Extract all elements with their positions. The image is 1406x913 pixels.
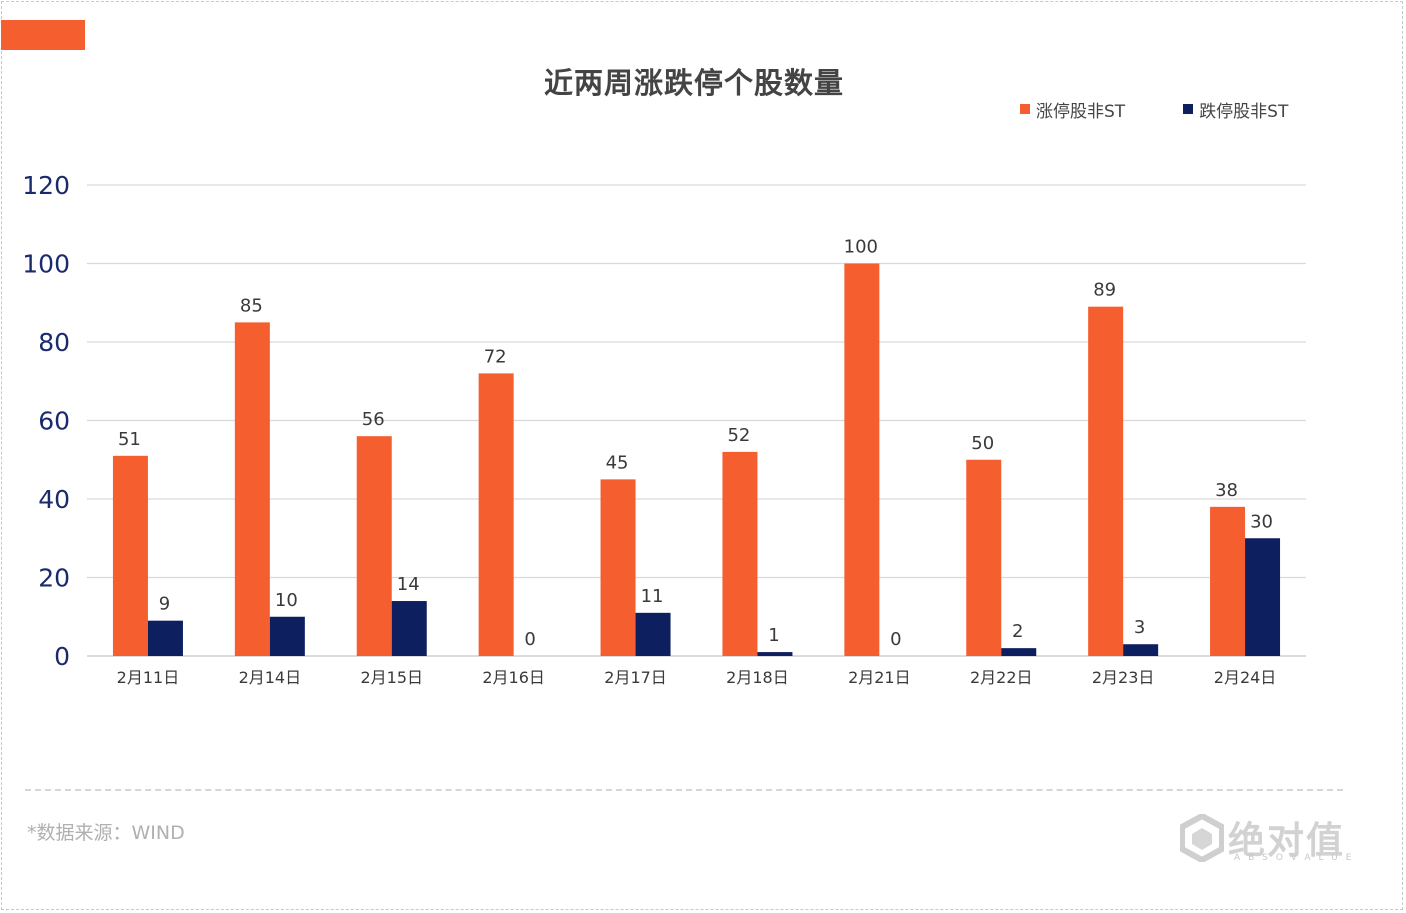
bar-limit-up bbox=[844, 263, 880, 656]
y-tick-label: 40 bbox=[38, 485, 70, 514]
logo-hexagon-icon bbox=[1180, 814, 1224, 862]
data-label-limit-up: 50 bbox=[971, 433, 994, 454]
bar-limit-up bbox=[600, 479, 636, 656]
source-note: *数据来源：WIND bbox=[27, 822, 185, 844]
bar-limit-down bbox=[1001, 648, 1037, 656]
data-label-limit-down: 11 bbox=[641, 586, 664, 607]
bar-limit-up bbox=[478, 373, 514, 656]
footer-divider bbox=[25, 789, 1343, 791]
bar-limit-up bbox=[1210, 506, 1246, 656]
data-label-limit-up: 100 bbox=[844, 237, 878, 258]
x-tick-label: 2月21日 bbox=[848, 668, 911, 687]
legend-swatch-limit-up bbox=[1020, 104, 1030, 114]
y-tick-label: 100 bbox=[22, 250, 70, 279]
bar-limit-up bbox=[234, 322, 270, 656]
data-label-limit-up: 38 bbox=[1215, 480, 1238, 501]
data-label-limit-down: 0 bbox=[890, 629, 901, 650]
bar-limit-down bbox=[269, 616, 305, 656]
y-tick-label: 60 bbox=[38, 407, 70, 436]
x-tick-label: 2月24日 bbox=[1214, 668, 1277, 687]
data-label-limit-down: 9 bbox=[159, 594, 170, 615]
legend-item-limit-down: 跌停股非ST bbox=[1183, 97, 1288, 122]
chart-legend: 涨停股非ST 跌停股非ST bbox=[1020, 97, 1288, 122]
x-tick-label: 2月11日 bbox=[117, 668, 180, 687]
bar-limit-down bbox=[635, 612, 671, 656]
data-label-limit-down: 14 bbox=[397, 574, 420, 595]
logo-text: 绝对值 bbox=[1228, 819, 1345, 862]
y-tick-label: 80 bbox=[38, 328, 70, 357]
data-label-limit-up: 45 bbox=[606, 452, 629, 473]
data-label-limit-up: 52 bbox=[727, 425, 750, 446]
x-tick-label: 2月16日 bbox=[482, 668, 545, 687]
x-tick-label: 2月22日 bbox=[970, 668, 1033, 687]
y-tick-label: 120 bbox=[22, 171, 70, 200]
x-tick-label: 2月17日 bbox=[604, 668, 667, 687]
legend-label-limit-up: 涨停股非ST bbox=[1036, 101, 1126, 122]
bar-limit-up bbox=[966, 459, 1002, 656]
x-tick-label: 2月23日 bbox=[1092, 668, 1155, 687]
chart-title: 近两周涨跌停个股数量 bbox=[543, 66, 844, 100]
bar-limit-up bbox=[112, 455, 148, 656]
data-label-limit-down: 10 bbox=[275, 590, 298, 611]
y-tick-label: 0 bbox=[54, 642, 70, 671]
bar-limit-down bbox=[391, 601, 427, 656]
x-tick-label: 2月14日 bbox=[239, 668, 302, 687]
data-label-limit-down: 3 bbox=[1134, 617, 1145, 638]
legend-swatch-limit-down bbox=[1183, 104, 1194, 114]
bar-limit-down bbox=[757, 652, 793, 656]
bar-limit-up bbox=[356, 436, 392, 656]
data-label-limit-up: 51 bbox=[118, 429, 141, 450]
bar-limit-down bbox=[1245, 538, 1281, 656]
absovalue-logo: 绝对值 ABSOVALUE bbox=[1180, 812, 1355, 868]
data-label-limit-down: 30 bbox=[1250, 511, 1273, 532]
data-label-limit-down: 0 bbox=[524, 629, 535, 650]
bar-limit-up bbox=[722, 451, 758, 656]
x-tick-label: 2月18日 bbox=[726, 668, 789, 687]
data-label-limit-down: 1 bbox=[768, 625, 779, 646]
accent-bar bbox=[1, 20, 85, 50]
bar-limit-down bbox=[147, 620, 183, 656]
data-label-limit-down: 2 bbox=[1012, 621, 1023, 642]
y-tick-label: 20 bbox=[38, 564, 70, 593]
data-label-limit-up: 89 bbox=[1093, 280, 1116, 301]
data-label-limit-up: 56 bbox=[362, 409, 385, 430]
data-label-limit-up: 85 bbox=[240, 295, 263, 316]
legend-item-limit-up: 涨停股非ST bbox=[1020, 97, 1125, 122]
data-label-limit-up: 72 bbox=[484, 346, 507, 367]
legend-label-limit-down: 跌停股非ST bbox=[1199, 101, 1289, 122]
bar-limit-up bbox=[1088, 306, 1124, 656]
logo-subtext: ABSOVALUE bbox=[1234, 853, 1360, 863]
x-tick-label: 2月15日 bbox=[360, 668, 423, 687]
bar-limit-down bbox=[1123, 644, 1159, 656]
